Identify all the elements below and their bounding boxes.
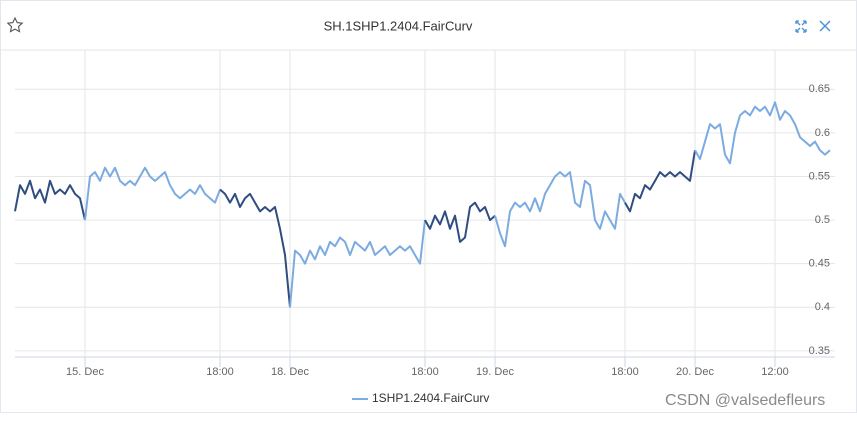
y-tick-label: 0.35	[809, 345, 830, 357]
line-series	[219, 188, 291, 308]
x-tick-label: 15. Dec	[66, 366, 104, 378]
x-tick-label: 18:00	[206, 366, 234, 378]
x-tick-label: 12:00	[761, 366, 789, 378]
y-tick-label: 0.5	[815, 214, 830, 226]
watermark: CSDN @valsedefleurs	[665, 392, 825, 409]
x-tick-label: 18:00	[411, 366, 439, 378]
line-series	[694, 101, 831, 165]
y-tick-label: 0.55	[809, 170, 830, 182]
line-series	[14, 179, 86, 221]
window-title: SH.1SHP1.2404.FairCurv	[324, 18, 473, 33]
line-series	[624, 150, 696, 213]
x-tick-label: 18. Dec	[271, 366, 309, 378]
y-tick-label: 0.4	[815, 301, 830, 313]
line-series	[289, 219, 426, 308]
x-tick-label: 18:00	[611, 366, 639, 378]
line-series	[84, 166, 221, 221]
y-tick-label: 0.6	[815, 127, 830, 139]
x-tick-label: 20. Dec	[676, 366, 714, 378]
expand-icon[interactable]	[795, 20, 807, 33]
favorite-icon[interactable]	[6, 16, 24, 33]
close-icon[interactable]	[819, 20, 831, 32]
line-series	[494, 171, 626, 248]
x-tick-label: 19. Dec	[476, 366, 514, 378]
line-series	[424, 201, 496, 243]
y-tick-label: 0.65	[809, 83, 830, 95]
plot-area: 0.35 0.4 0.45 0.5 0.55 0.6 0.65 15. Dec 18:00 18.…	[0, 49, 857, 378]
legend-label: 1SHP1.2404.FairCurv	[372, 391, 489, 405]
y-tick-label: 0.45	[809, 258, 830, 270]
